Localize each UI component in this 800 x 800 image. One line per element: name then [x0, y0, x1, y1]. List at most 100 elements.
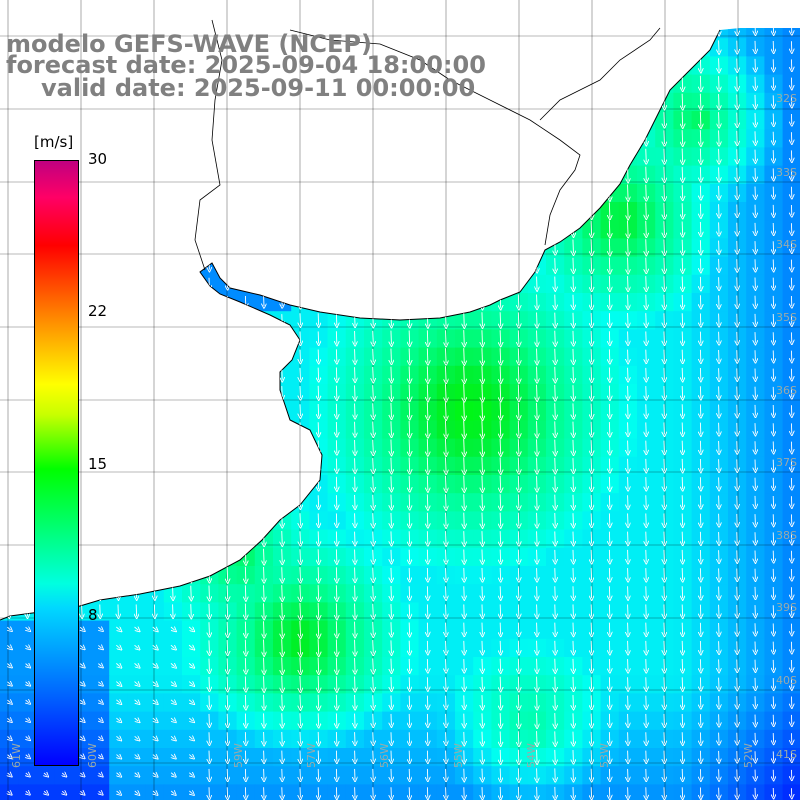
wind-speed-cell	[182, 711, 201, 731]
wind-speed-cell	[127, 129, 147, 148]
wind-arrow	[336, 585, 337, 599]
wind-speed-cell	[218, 365, 238, 385]
wind-speed-cell	[127, 220, 147, 239]
wind-speed-cell	[109, 675, 128, 694]
wind-speed-cell	[0, 657, 19, 676]
wind-speed-cell	[182, 274, 201, 294]
wind-arrow	[646, 239, 647, 253]
wind-arrow	[591, 166, 592, 181]
wind-arrow	[446, 402, 447, 418]
wind-speed-cell	[145, 566, 165, 585]
wind-speed-cell	[618, 111, 638, 130]
wind-speed-cell	[127, 493, 147, 512]
wind-speed-cell	[345, 202, 365, 221]
wind-arrow	[555, 348, 556, 363]
wind-speed-cell	[273, 202, 292, 221]
wind-arrow	[464, 348, 465, 363]
wind-speed-cell	[236, 147, 256, 167]
wind-speed-cell	[236, 402, 256, 421]
wind-arrow	[500, 348, 501, 363]
wind-arrow	[482, 330, 483, 344]
wind-speed-cell	[0, 766, 19, 785]
wind-speed-cell	[600, 129, 620, 148]
wind-speed-cell	[218, 220, 238, 239]
wind-speed-cell	[254, 111, 274, 130]
wind-speed-cell	[473, 220, 492, 239]
wind-arrow	[264, 548, 265, 563]
wind-speed-cell	[254, 365, 274, 385]
wind-speed-cell	[364, 129, 383, 148]
wind-speed-cell	[273, 129, 292, 148]
colorbar-tick: 30	[88, 150, 108, 168]
wind-speed-cell	[109, 693, 128, 713]
wind-speed-cell	[91, 220, 110, 239]
wind-speed-cell	[473, 183, 492, 203]
wind-speed-cell	[127, 766, 147, 785]
wind-speed-cell	[691, 38, 711, 57]
wind-speed-cell	[254, 238, 274, 258]
lon-label: 60W	[86, 743, 99, 768]
wind-arrow	[282, 567, 283, 581]
wind-speed-cell	[236, 165, 256, 185]
wind-speed-cell	[345, 111, 365, 130]
wind-speed-cell	[218, 129, 238, 148]
wind-arrow	[537, 348, 538, 363]
wind-speed-cell	[200, 329, 219, 349]
wind-arrow	[245, 639, 246, 654]
wind-speed-cell	[291, 256, 310, 276]
wind-arrow	[464, 402, 465, 418]
wind-speed-cell	[109, 748, 128, 767]
wind-speed-cell	[0, 529, 19, 549]
wind-speed-cell	[145, 365, 165, 385]
wind-speed-cell	[473, 238, 492, 258]
wind-speed-cell	[91, 766, 110, 785]
wind-speed-cell	[546, 129, 565, 148]
wind-speed-cell	[0, 111, 19, 130]
wind-arrow	[537, 421, 538, 436]
wind-speed-cell	[364, 111, 383, 130]
wind-speed-cell	[455, 129, 474, 148]
wind-arrow	[409, 439, 410, 454]
wind-speed-cell	[364, 293, 383, 312]
wind-speed-cell	[0, 402, 19, 421]
wind-arrow	[318, 620, 319, 636]
wind-speed-cell	[218, 402, 238, 421]
wind-arrow	[264, 567, 265, 581]
wind-speed-cell	[400, 202, 420, 221]
wind-speed-cell	[491, 111, 511, 130]
wind-arrow	[500, 475, 501, 490]
wind-speed-cell	[127, 729, 147, 749]
wind-speed-cell	[182, 547, 201, 567]
wind-speed-cell	[145, 493, 165, 512]
wind-arrow	[409, 476, 410, 490]
wind-arrow	[664, 239, 665, 253]
wind-arrow	[464, 384, 465, 400]
wind-arrow	[628, 220, 629, 236]
wind-speed-cell	[0, 183, 19, 203]
wind-speed-cell	[564, 111, 583, 130]
wind-arrow	[482, 312, 483, 326]
wind-arrow	[518, 494, 519, 508]
wind-arrow	[355, 676, 356, 690]
wind-speed-cell	[91, 547, 110, 567]
wind-arrow	[464, 420, 465, 436]
wind-speed-cell	[400, 165, 420, 185]
wind-speed-cell	[145, 111, 165, 130]
wind-speed-cell	[0, 693, 19, 713]
wind-arrow	[609, 202, 610, 217]
wind-arrow	[464, 494, 465, 508]
wind-speed-cell	[145, 748, 165, 767]
wind-speed-cell	[109, 293, 128, 312]
wind-speed-cell	[109, 475, 128, 494]
wind-arrow	[427, 457, 428, 473]
wind-arrow	[245, 621, 246, 636]
wind-arrow	[409, 366, 410, 382]
wind-speed-cell	[36, 111, 56, 130]
wind-speed-cell	[182, 402, 201, 421]
wind-arrow	[500, 457, 501, 472]
wind-speed-cell	[127, 420, 147, 440]
wind-speed-cell	[0, 329, 19, 349]
wind-speed-cell	[163, 274, 183, 294]
wind-arrow	[518, 457, 519, 472]
wind-arrow	[646, 220, 647, 236]
